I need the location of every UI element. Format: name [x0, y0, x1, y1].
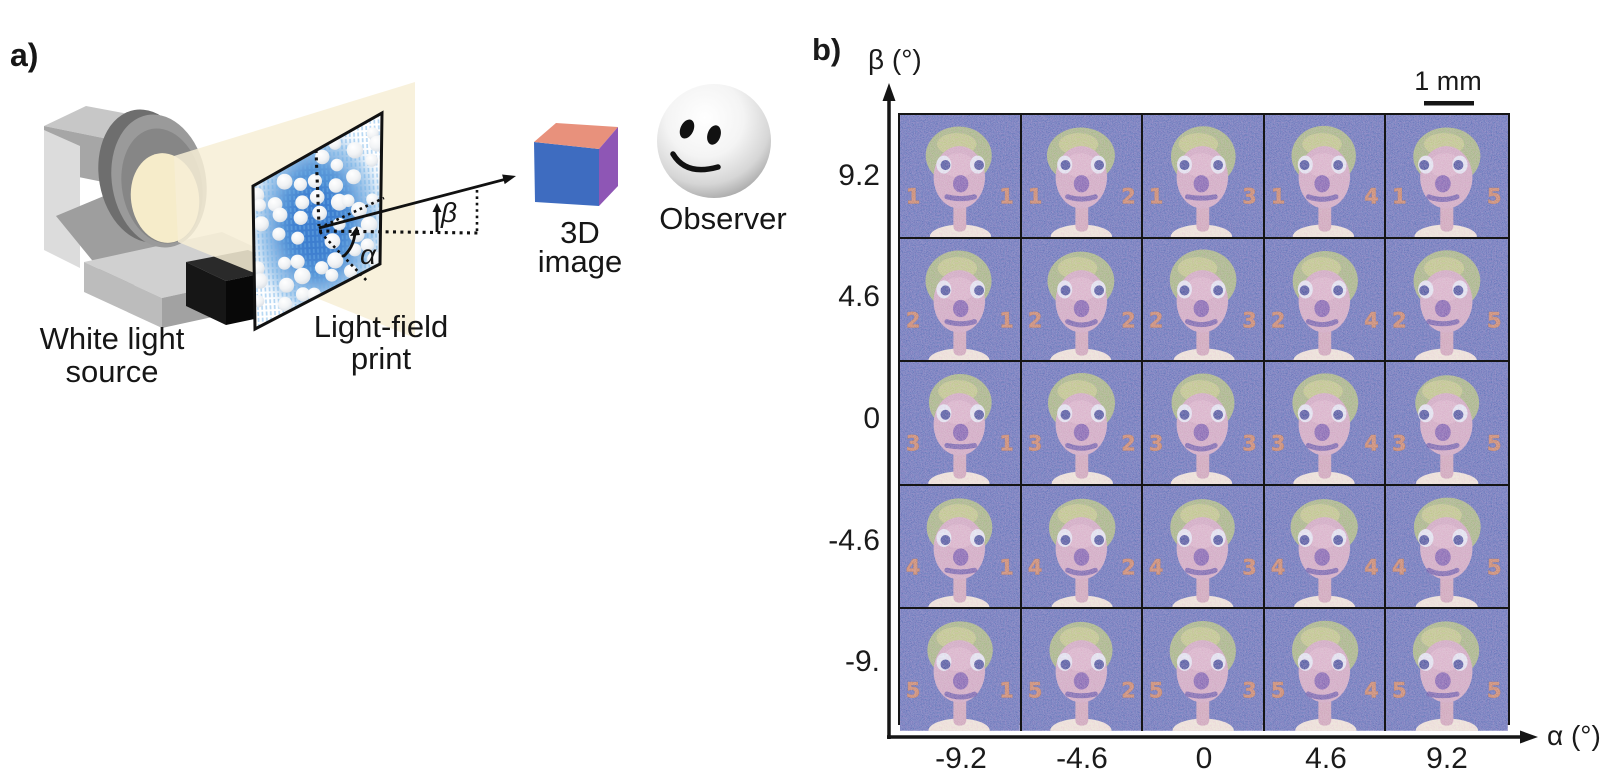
ytick-m4p6: -4.6	[828, 524, 880, 557]
xtick-m9p2: -9.2	[935, 742, 987, 775]
xtick-0: 0	[1195, 742, 1213, 775]
cube-3d-image	[534, 123, 618, 206]
beta-symbol: β	[440, 197, 457, 228]
print-label-line1: Light-field	[314, 309, 448, 344]
observer-smile	[670, 151, 721, 173]
alpha-axis-arrowhead	[1520, 730, 1538, 744]
cube-front-face	[534, 142, 599, 206]
ytick-4p6: 4.6	[838, 280, 880, 313]
viewing-direction-arrow	[318, 176, 511, 230]
observer	[657, 84, 771, 198]
print-label-line2: print	[351, 341, 412, 376]
cube-label-line1: 3D	[560, 215, 600, 250]
ytick-9p2: 9.2	[838, 159, 880, 192]
angle-annotations: α β	[314, 149, 516, 283]
ytick-m9: -9.	[844, 645, 880, 678]
panel-a-illustration: a)	[10, 37, 787, 389]
ytick-0: 0	[863, 402, 880, 435]
cube-label-line2: image	[538, 244, 622, 279]
in-plane-dashed-ray	[318, 196, 385, 230]
xtick-4p6: 4.6	[1305, 742, 1347, 775]
cube-top-face	[534, 123, 618, 149]
observer-right-eye	[707, 125, 721, 145]
beta-axis-arrowhead	[882, 83, 896, 101]
scale-bar	[1424, 101, 1474, 106]
observer-left-eye	[679, 119, 695, 139]
xtick-9p2: 9.2	[1426, 742, 1468, 775]
scale-bar-label: 1 mm	[1414, 66, 1482, 96]
panel-a-tag: a)	[10, 37, 38, 73]
panel-b-tag: b)	[812, 32, 842, 67]
observer-label: Observer	[659, 201, 786, 236]
source-label-line1: White light	[40, 321, 185, 356]
alpha-axis-label: α (°)	[1547, 720, 1601, 751]
alpha-symbol: α	[360, 239, 377, 270]
beta-axis-label: β (°)	[868, 44, 922, 75]
print-vertical-dashed-line	[314, 149, 321, 227]
source-label-line2: source	[65, 354, 158, 389]
alpha-dashed-ray	[319, 231, 369, 283]
xtick-m4p6: -4.6	[1056, 742, 1108, 775]
cube-side-face	[599, 127, 618, 206]
viewing-arrowhead	[502, 174, 516, 185]
